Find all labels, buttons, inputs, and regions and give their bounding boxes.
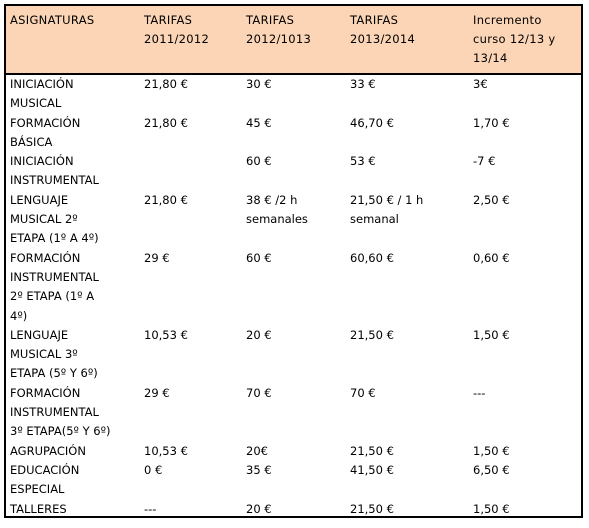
tariff-cell: 29 € — [144, 250, 170, 265]
tariff-cell: --- — [144, 501, 157, 516]
subject-cell: TALLERES — [10, 501, 67, 516]
table-row: FORMACIÓN BÁSICA 21,80 € 45 € 46,70 € 1,70 € — [6, 114, 581, 153]
column-header-4: Incremento curso 12/13 y 13/14 — [469, 6, 581, 75]
tariff-cell: 45 € — [246, 115, 272, 130]
table-row: INICIACIÓN MUSICAL 21,80 € 30 € 33 € 3€ — [6, 74, 581, 114]
column-header-2: TARIFAS 2012/1013 — [242, 6, 346, 75]
tariff-cell: 20€ — [246, 443, 268, 458]
tariff-table-frame: ASIGNATURAS TARIFAS 2011/2012 TARIFAS 2012… — [4, 4, 583, 518]
tariff-cell: 21,80 € — [144, 115, 188, 130]
table-row: FORMACIÓN INSTRUMENTAL 2º ETAPA (1º A 4º… — [6, 249, 581, 326]
tariff-cell: --- — [473, 385, 486, 400]
tariff-cell: 21,80 € — [144, 192, 188, 207]
column-header-3: TARIFAS 2013/2014 — [346, 6, 469, 75]
tariff-cell: 20 € — [246, 501, 272, 516]
subject-cell: FORMACIÓN INSTRUMENTAL 3º ETAPA(5º Y 6º) — [10, 385, 111, 439]
tariff-cell: 41,50 € — [350, 462, 394, 477]
tariff-cell: 35 € — [246, 462, 272, 477]
table-row: LENGUAJE MUSICAL 3º ETAPA (5º Y 6º) 10,53… — [6, 326, 581, 384]
tariff-cell: 10,53 € — [144, 443, 188, 458]
tariff-cell: 38 € /2 h semanales — [246, 192, 308, 227]
subject-cell: AGRUPACIÓN — [10, 443, 86, 458]
tariff-cell: 20 € — [246, 327, 272, 342]
tariff-cell: 21,80 € — [144, 77, 188, 91]
table-body: INICIACIÓN MUSICAL 21,80 € 30 € 33 € 3€ FORMA… — [6, 74, 581, 519]
tariff-cell: 53 € — [350, 154, 376, 169]
tariff-cell: 21,50 € — [350, 443, 394, 458]
tariff-cell: 1,50 € — [473, 327, 510, 342]
tariff-cell: 70 € — [350, 385, 376, 400]
tariff-cell: 46,70 € — [350, 115, 394, 130]
tariff-cell: -7 € — [473, 154, 496, 169]
subject-cell: EDUCACIÓN ESPECIAL — [10, 462, 80, 497]
column-header-0: ASIGNATURAS — [6, 6, 140, 75]
tariff-cell: 60 € — [246, 154, 272, 169]
subject-cell: FORMACIÓN BÁSICA — [10, 115, 81, 149]
tariff-cell: 3€ — [473, 77, 488, 91]
tariff-cell: 60,60 € — [350, 250, 394, 265]
subject-cell: LENGUAJE MUSICAL 2º ETAPA (1º A 4º) — [10, 192, 99, 246]
tariff-cell: 30 € — [246, 77, 272, 91]
tariff-cell: 70 € — [246, 385, 272, 400]
tariff-table: ASIGNATURAS TARIFAS 2011/2012 TARIFAS 2012… — [6, 6, 581, 519]
tariff-cell: 0 € — [144, 462, 163, 477]
table-row: AGRUPACIÓN 10,53 € 20€ 21,50 € 1,50 € — [6, 442, 581, 461]
subject-cell: INICIACIÓN INSTRUMENTAL — [10, 154, 99, 188]
table-row: EDUCACIÓN ESPECIAL 0 € 35 € 41,50 € 6,50 € — [6, 461, 581, 500]
header-row: ASIGNATURAS TARIFAS 2011/2012 TARIFAS 2012… — [6, 6, 581, 75]
tariff-cell: 21,50 € — [350, 501, 394, 516]
tariff-cell: 33 € — [350, 77, 376, 91]
tariff-cell: 21,50 € — [350, 327, 394, 342]
table-row: INICIACIÓN INSTRUMENTAL 60 € 53 € -7 € — [6, 152, 581, 191]
column-header-1: TARIFAS 2011/2012 — [140, 6, 242, 75]
table-row: FORMACIÓN INSTRUMENTAL 3º ETAPA(5º Y 6º)… — [6, 384, 581, 442]
tariff-cell: 2,50 € — [473, 192, 510, 207]
table-row: LENGUAJE MUSICAL 2º ETAPA (1º A 4º) 21,80… — [6, 191, 581, 249]
subject-cell: FORMACIÓN INSTRUMENTAL 2º ETAPA (1º A 4º… — [10, 250, 99, 323]
subject-cell: LENGUAJE MUSICAL 3º ETAPA (5º Y 6º) — [10, 327, 98, 381]
tariff-cell: 29 € — [144, 385, 170, 400]
tariff-cell: 60 € — [246, 250, 272, 265]
tariff-cell: 10,53 € — [144, 327, 188, 342]
tariff-cell: 21,50 € / 1 h semanal — [350, 192, 424, 227]
tariff-cell: 0,60 € — [473, 250, 510, 265]
table-row: TALLERES --- 20 € 21,50 € 1,50 € — [6, 500, 581, 519]
table-header: ASIGNATURAS TARIFAS 2011/2012 TARIFAS 2012… — [6, 6, 581, 75]
tariff-cell: 1,70 € — [473, 115, 510, 130]
tariff-cell: 1,50 € — [473, 443, 510, 458]
tariff-cell — [140, 152, 242, 191]
subject-cell: INICIACIÓN MUSICAL — [10, 77, 74, 111]
tariff-cell: 6,50 € — [473, 462, 510, 477]
tariff-cell: 1,50 € — [473, 501, 510, 516]
